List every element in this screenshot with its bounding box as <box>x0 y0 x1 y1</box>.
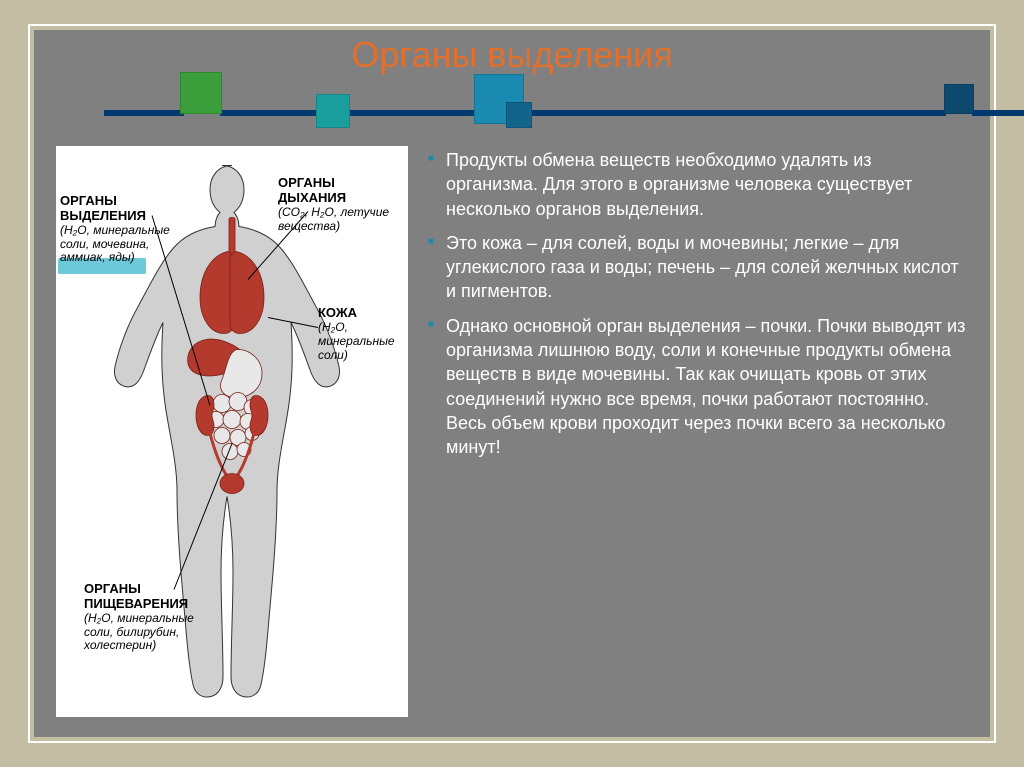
label-breathing: ОРГАНЫ ДЫХАНИЯ (CO₂, H₂O, летучие вещест… <box>278 176 406 233</box>
decor-bar <box>522 110 946 116</box>
label-skin: КОЖА (H₂O, минеральные соли) <box>318 306 408 362</box>
content-area: ОРГАНЫ ВЫДЕЛЕНИЯ (H₂O, минеральные соли,… <box>56 146 968 717</box>
paragraph-3: Однако основной орган выделения – почки.… <box>428 314 968 460</box>
paragraph-2: Это кожа – для солей, воды и мочевины; л… <box>428 231 968 304</box>
decor-square <box>506 102 532 128</box>
decor-square <box>316 94 350 128</box>
decor-square <box>180 72 222 114</box>
paragraph-1: Продукты обмена веществ необходимо удаля… <box>428 148 968 221</box>
slide: Органы выделения <box>34 30 990 737</box>
decor-bar <box>972 110 1024 116</box>
decor-bar <box>220 110 320 116</box>
anatomy-diagram: ОРГАНЫ ВЫДЕЛЕНИЯ (H₂O, минеральные соли,… <box>56 146 408 717</box>
decor-square <box>944 84 974 114</box>
text-column: Продукты обмена веществ необходимо удаля… <box>428 146 968 717</box>
decor-bar <box>104 110 184 116</box>
decor-bar <box>348 110 478 116</box>
label-digestion: ОРГАНЫ ПИЩЕВАРЕНИЯ (H₂O, минеральные сол… <box>84 582 224 653</box>
slide-title: Органы выделения <box>34 34 990 76</box>
label-excretion: ОРГАНЫ ВЫДЕЛЕНИЯ (H₂O, минеральные соли,… <box>60 194 178 265</box>
decor-strip <box>104 72 964 142</box>
